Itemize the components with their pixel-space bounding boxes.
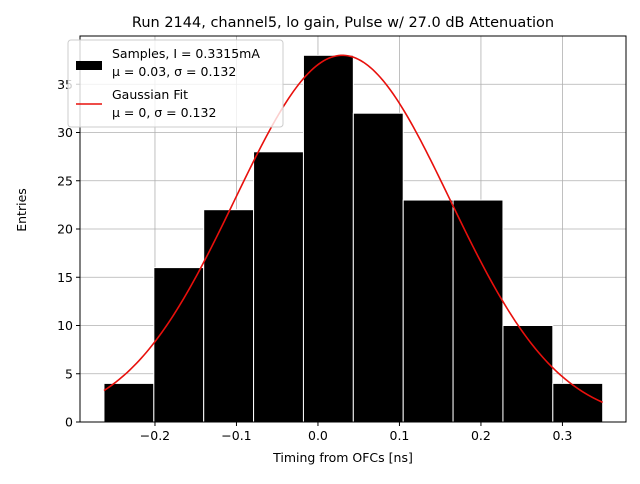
legend-fit-label: Gaussian Fit <box>112 87 188 102</box>
histogram-bar <box>502 325 554 423</box>
legend-swatch-samples <box>76 61 102 70</box>
legend-samples-label: Samples, I = 0.3315mA <box>112 46 260 61</box>
legend-box <box>67 39 284 128</box>
y-tick-label: 20 <box>57 222 73 237</box>
histogram-bar <box>302 54 354 423</box>
histogram-bar <box>103 382 155 423</box>
gaussian-fit-curve <box>103 54 604 404</box>
histogram-bar <box>352 112 404 423</box>
x-tick-label: 0.1 <box>390 428 410 443</box>
histogram-bar <box>153 267 205 423</box>
x-tick-label: 0.3 <box>552 428 572 443</box>
y-tick-label: 25 <box>57 173 73 188</box>
x-tick-label: 0.0 <box>308 428 328 443</box>
chart-title: Run 2144, channel5, lo gain, Pulse w/ 27… <box>132 15 554 31</box>
y-tick-label: 30 <box>57 125 73 140</box>
x-tick-label: −0.1 <box>221 428 251 443</box>
legend-fit-stats: μ = 0, σ = 0.132 <box>112 105 216 120</box>
y-tick-label: 15 <box>57 270 73 285</box>
histogram-bar <box>253 151 304 423</box>
gaussian-fit-layer <box>103 54 604 404</box>
legend: Samples, I = 0.3315mA μ = 0.03, σ = 0.13… <box>67 39 284 128</box>
histogram-bar <box>402 199 454 423</box>
y-tick-label: 10 <box>57 318 73 333</box>
y-tick-label: 5 <box>65 366 73 381</box>
histogram-bar <box>452 199 504 423</box>
x-tick-label: 0.2 <box>471 428 491 443</box>
histogram-bar <box>552 382 604 423</box>
x-tick-label: −0.2 <box>140 428 170 443</box>
y-tick-label: 0 <box>65 415 73 430</box>
x-axis: −0.2 −0.1 0.0 0.1 0.2 0.3 <box>140 422 572 443</box>
y-axis-label: Entries <box>14 188 29 232</box>
histogram-bar <box>203 209 255 423</box>
legend-samples-stats: μ = 0.03, σ = 0.132 <box>112 64 236 79</box>
x-axis-label: Timing from OFCs [ns] <box>272 450 413 465</box>
